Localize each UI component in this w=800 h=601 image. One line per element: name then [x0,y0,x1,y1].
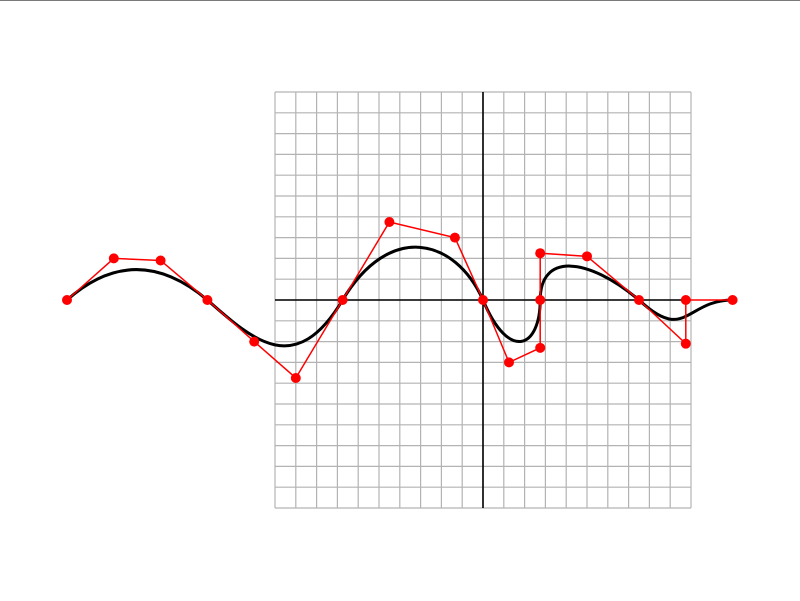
bezier-segment [538,264,641,302]
bezier-segment [481,298,542,343]
control-point[interactable] [62,295,72,305]
control-point[interactable] [202,295,213,305]
control-point[interactable] [680,338,691,349]
control-point[interactable] [504,357,514,368]
control-point[interactable] [535,295,546,305]
control-point[interactable] [155,255,166,266]
control-point[interactable] [535,342,546,353]
window-top-border [0,0,800,1]
bezier-segment [65,268,209,302]
control-point[interactable] [108,253,119,264]
bezier-segment [341,245,485,302]
control-point[interactable] [634,295,644,305]
control-point[interactable] [290,373,301,383]
control-point[interactable] [449,232,460,243]
control-point[interactable] [680,295,691,305]
control-points [62,217,738,383]
control-point[interactable] [582,251,592,262]
control-point[interactable] [249,336,260,347]
control-point[interactable] [384,217,395,227]
control-point[interactable] [337,295,348,305]
control-point[interactable] [535,248,546,259]
control-point[interactable] [478,295,488,305]
control-point[interactable] [727,295,738,305]
